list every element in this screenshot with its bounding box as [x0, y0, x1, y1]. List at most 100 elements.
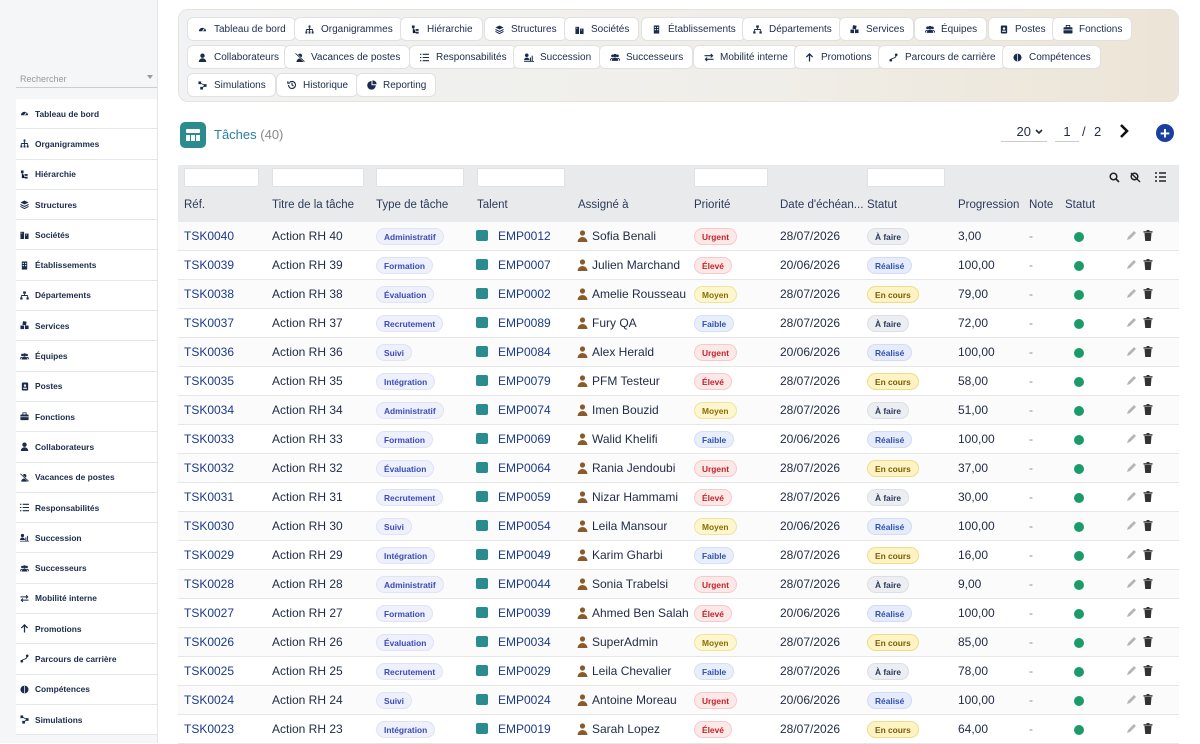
- nav-chip-equipes[interactable]: Équipes: [914, 17, 988, 41]
- filter-type-input[interactable]: [376, 168, 464, 187]
- sidebar-item-hierarchie[interactable]: Hiérarchie: [16, 159, 157, 190]
- talent-code[interactable]: EMP0024: [498, 693, 551, 707]
- add-task-button[interactable]: +: [1156, 124, 1174, 142]
- current-page-input[interactable]: 1: [1055, 122, 1079, 142]
- table-row[interactable]: TSK0033 Action RH 33 Formation EMP0069 Walid…: [178, 425, 1179, 454]
- filter-status-input[interactable]: [867, 168, 945, 187]
- sidebar-item-successeurs[interactable]: Successeurs: [16, 553, 157, 584]
- task-ref[interactable]: TSK0033: [184, 432, 235, 446]
- talent-code[interactable]: EMP0059: [498, 490, 551, 504]
- trash-icon[interactable]: [1143, 317, 1153, 328]
- nav-chip-hierarchie[interactable]: Hiérarchie: [400, 17, 483, 41]
- column-header[interactable]: Statut: [1065, 199, 1096, 211]
- nav-chip-fonctions[interactable]: Fonctions: [1052, 17, 1133, 41]
- talent-code[interactable]: EMP0079: [498, 374, 551, 388]
- edit-icon[interactable]: [1126, 694, 1137, 705]
- trash-icon[interactable]: [1143, 665, 1153, 676]
- edit-icon[interactable]: [1126, 317, 1137, 328]
- sidebar-item-collaborateurs[interactable]: Collaborateurs: [16, 432, 157, 463]
- nav-chip-etablissements[interactable]: Établissements: [641, 17, 746, 41]
- table-row[interactable]: TSK0029 Action RH 29 Intégration EMP0049 Kar…: [178, 541, 1179, 570]
- nav-chip-historique[interactable]: Historique: [276, 73, 359, 97]
- search-icon[interactable]: [1109, 172, 1120, 183]
- trash-icon[interactable]: [1143, 404, 1153, 415]
- edit-icon[interactable]: [1126, 375, 1137, 386]
- sidebar-item-succession[interactable]: Succession: [16, 523, 157, 554]
- edit-icon[interactable]: [1126, 607, 1137, 618]
- table-row[interactable]: TSK0040 Action RH 40 Administratif EMP0012 S…: [178, 222, 1179, 251]
- trash-icon[interactable]: [1143, 549, 1153, 560]
- column-header[interactable]: Note: [1029, 199, 1054, 211]
- trash-icon[interactable]: [1143, 491, 1153, 502]
- nav-chip-parcours-de-carriere[interactable]: Parcours de carrière: [878, 45, 1006, 69]
- task-ref[interactable]: TSK0030: [184, 519, 235, 533]
- nav-chip-postes[interactable]: Postes: [988, 17, 1056, 41]
- talent-code[interactable]: EMP0002: [498, 287, 551, 301]
- nav-chip-successeurs[interactable]: Successeurs: [599, 45, 694, 69]
- filter-title-input[interactable]: [272, 168, 364, 187]
- nav-chip-promotions[interactable]: Promotions: [794, 45, 882, 69]
- edit-icon[interactable]: [1126, 665, 1137, 676]
- talent-code[interactable]: EMP0039: [498, 606, 551, 620]
- nav-chip-collaborateurs[interactable]: Collaborateurs: [187, 45, 290, 69]
- sidebar-item-etablissements[interactable]: Établissements: [16, 250, 157, 281]
- edit-icon[interactable]: [1126, 723, 1137, 734]
- trash-icon[interactable]: [1143, 636, 1153, 647]
- nav-chip-simulations[interactable]: Simulations: [187, 73, 276, 97]
- table-row[interactable]: TSK0039 Action RH 39 Formation EMP0007 Julie…: [178, 251, 1179, 280]
- column-header[interactable]: Date d'échéan...: [780, 199, 864, 211]
- sidebar-item-vacances-de-postes[interactable]: Vacances de postes: [16, 462, 157, 493]
- task-ref[interactable]: TSK0024: [184, 693, 235, 707]
- chevron-right-icon[interactable]: [1117, 122, 1131, 140]
- edit-icon[interactable]: [1126, 404, 1137, 415]
- task-ref[interactable]: TSK0031: [184, 490, 235, 504]
- column-header[interactable]: Type de tâche: [376, 199, 449, 211]
- table-row[interactable]: TSK0026 Action RH 26 Évaluation EMP0034 Supe…: [178, 628, 1179, 657]
- sidebar-item-competences[interactable]: Compétences: [16, 674, 157, 705]
- column-header[interactable]: Statut: [867, 199, 898, 211]
- nav-chip-tableau-de-bord[interactable]: Tableau de bord: [187, 17, 296, 41]
- talent-code[interactable]: EMP0064: [498, 461, 551, 475]
- nav-chip-competences[interactable]: Compétences: [1002, 45, 1101, 69]
- filter-ref-input[interactable]: [184, 168, 259, 187]
- edit-icon[interactable]: [1126, 288, 1137, 299]
- sidebar-item-structures[interactable]: Structures: [16, 189, 157, 221]
- sidebar-item-postes[interactable]: Postes: [16, 371, 157, 402]
- edit-icon[interactable]: [1126, 433, 1137, 444]
- table-row[interactable]: TSK0035 Action RH 35 Intégration EMP0079 PFM…: [178, 367, 1179, 396]
- talent-code[interactable]: EMP0044: [498, 577, 551, 591]
- trash-icon[interactable]: [1143, 259, 1153, 270]
- nav-chip-succession[interactable]: Succession: [513, 45, 602, 69]
- sidebar-item-promotions[interactable]: Promotions: [16, 614, 157, 645]
- talent-code[interactable]: EMP0019: [498, 722, 551, 736]
- task-ref[interactable]: TSK0028: [184, 577, 235, 591]
- table-row[interactable]: TSK0023 Action RH 23 Intégration EMP0019 Sar…: [178, 715, 1179, 744]
- task-ref[interactable]: TSK0040: [184, 229, 235, 243]
- task-ref[interactable]: TSK0036: [184, 345, 235, 359]
- edit-icon[interactable]: [1126, 462, 1137, 473]
- edit-icon[interactable]: [1126, 520, 1137, 531]
- talent-code[interactable]: EMP0012: [498, 229, 551, 243]
- nav-chip-mobilite-interne[interactable]: Mobilité interne: [693, 45, 798, 69]
- sidebar-item-tableau-de-bord[interactable]: Tableau de bord: [16, 99, 157, 130]
- table-row[interactable]: TSK0032 Action RH 32 Évaluation EMP0064 Rani…: [178, 454, 1179, 483]
- table-row[interactable]: TSK0028 Action RH 28 Administratif EMP0044 S…: [178, 570, 1179, 599]
- table-row[interactable]: TSK0031 Action RH 31 Recrutement EMP0059 Niz…: [178, 483, 1179, 512]
- talent-code[interactable]: EMP0029: [498, 664, 551, 678]
- nav-chip-departements[interactable]: Départements: [742, 17, 842, 41]
- sidebar-item-departements[interactable]: Départements: [16, 280, 157, 312]
- talent-code[interactable]: EMP0049: [498, 548, 551, 562]
- edit-icon[interactable]: [1126, 578, 1137, 589]
- trash-icon[interactable]: [1143, 520, 1153, 531]
- nav-chip-structures[interactable]: Structures: [484, 17, 567, 41]
- nav-chip-vacances-de-postes[interactable]: Vacances de postes: [284, 45, 411, 69]
- column-header[interactable]: Réf.: [184, 199, 206, 211]
- table-row[interactable]: TSK0037 Action RH 37 Recrutement EMP0089 Fur…: [178, 309, 1179, 338]
- talent-code[interactable]: EMP0074: [498, 403, 551, 417]
- task-ref[interactable]: TSK0038: [184, 287, 235, 301]
- sidebar-item-societes[interactable]: Sociétés: [16, 220, 157, 251]
- task-ref[interactable]: TSK0039: [184, 258, 235, 272]
- nav-chip-organigrammes[interactable]: Organigrammes: [294, 17, 403, 41]
- sidebar-item-services[interactable]: Services: [16, 311, 157, 342]
- sidebar-item-fonctions[interactable]: Fonctions: [16, 401, 157, 433]
